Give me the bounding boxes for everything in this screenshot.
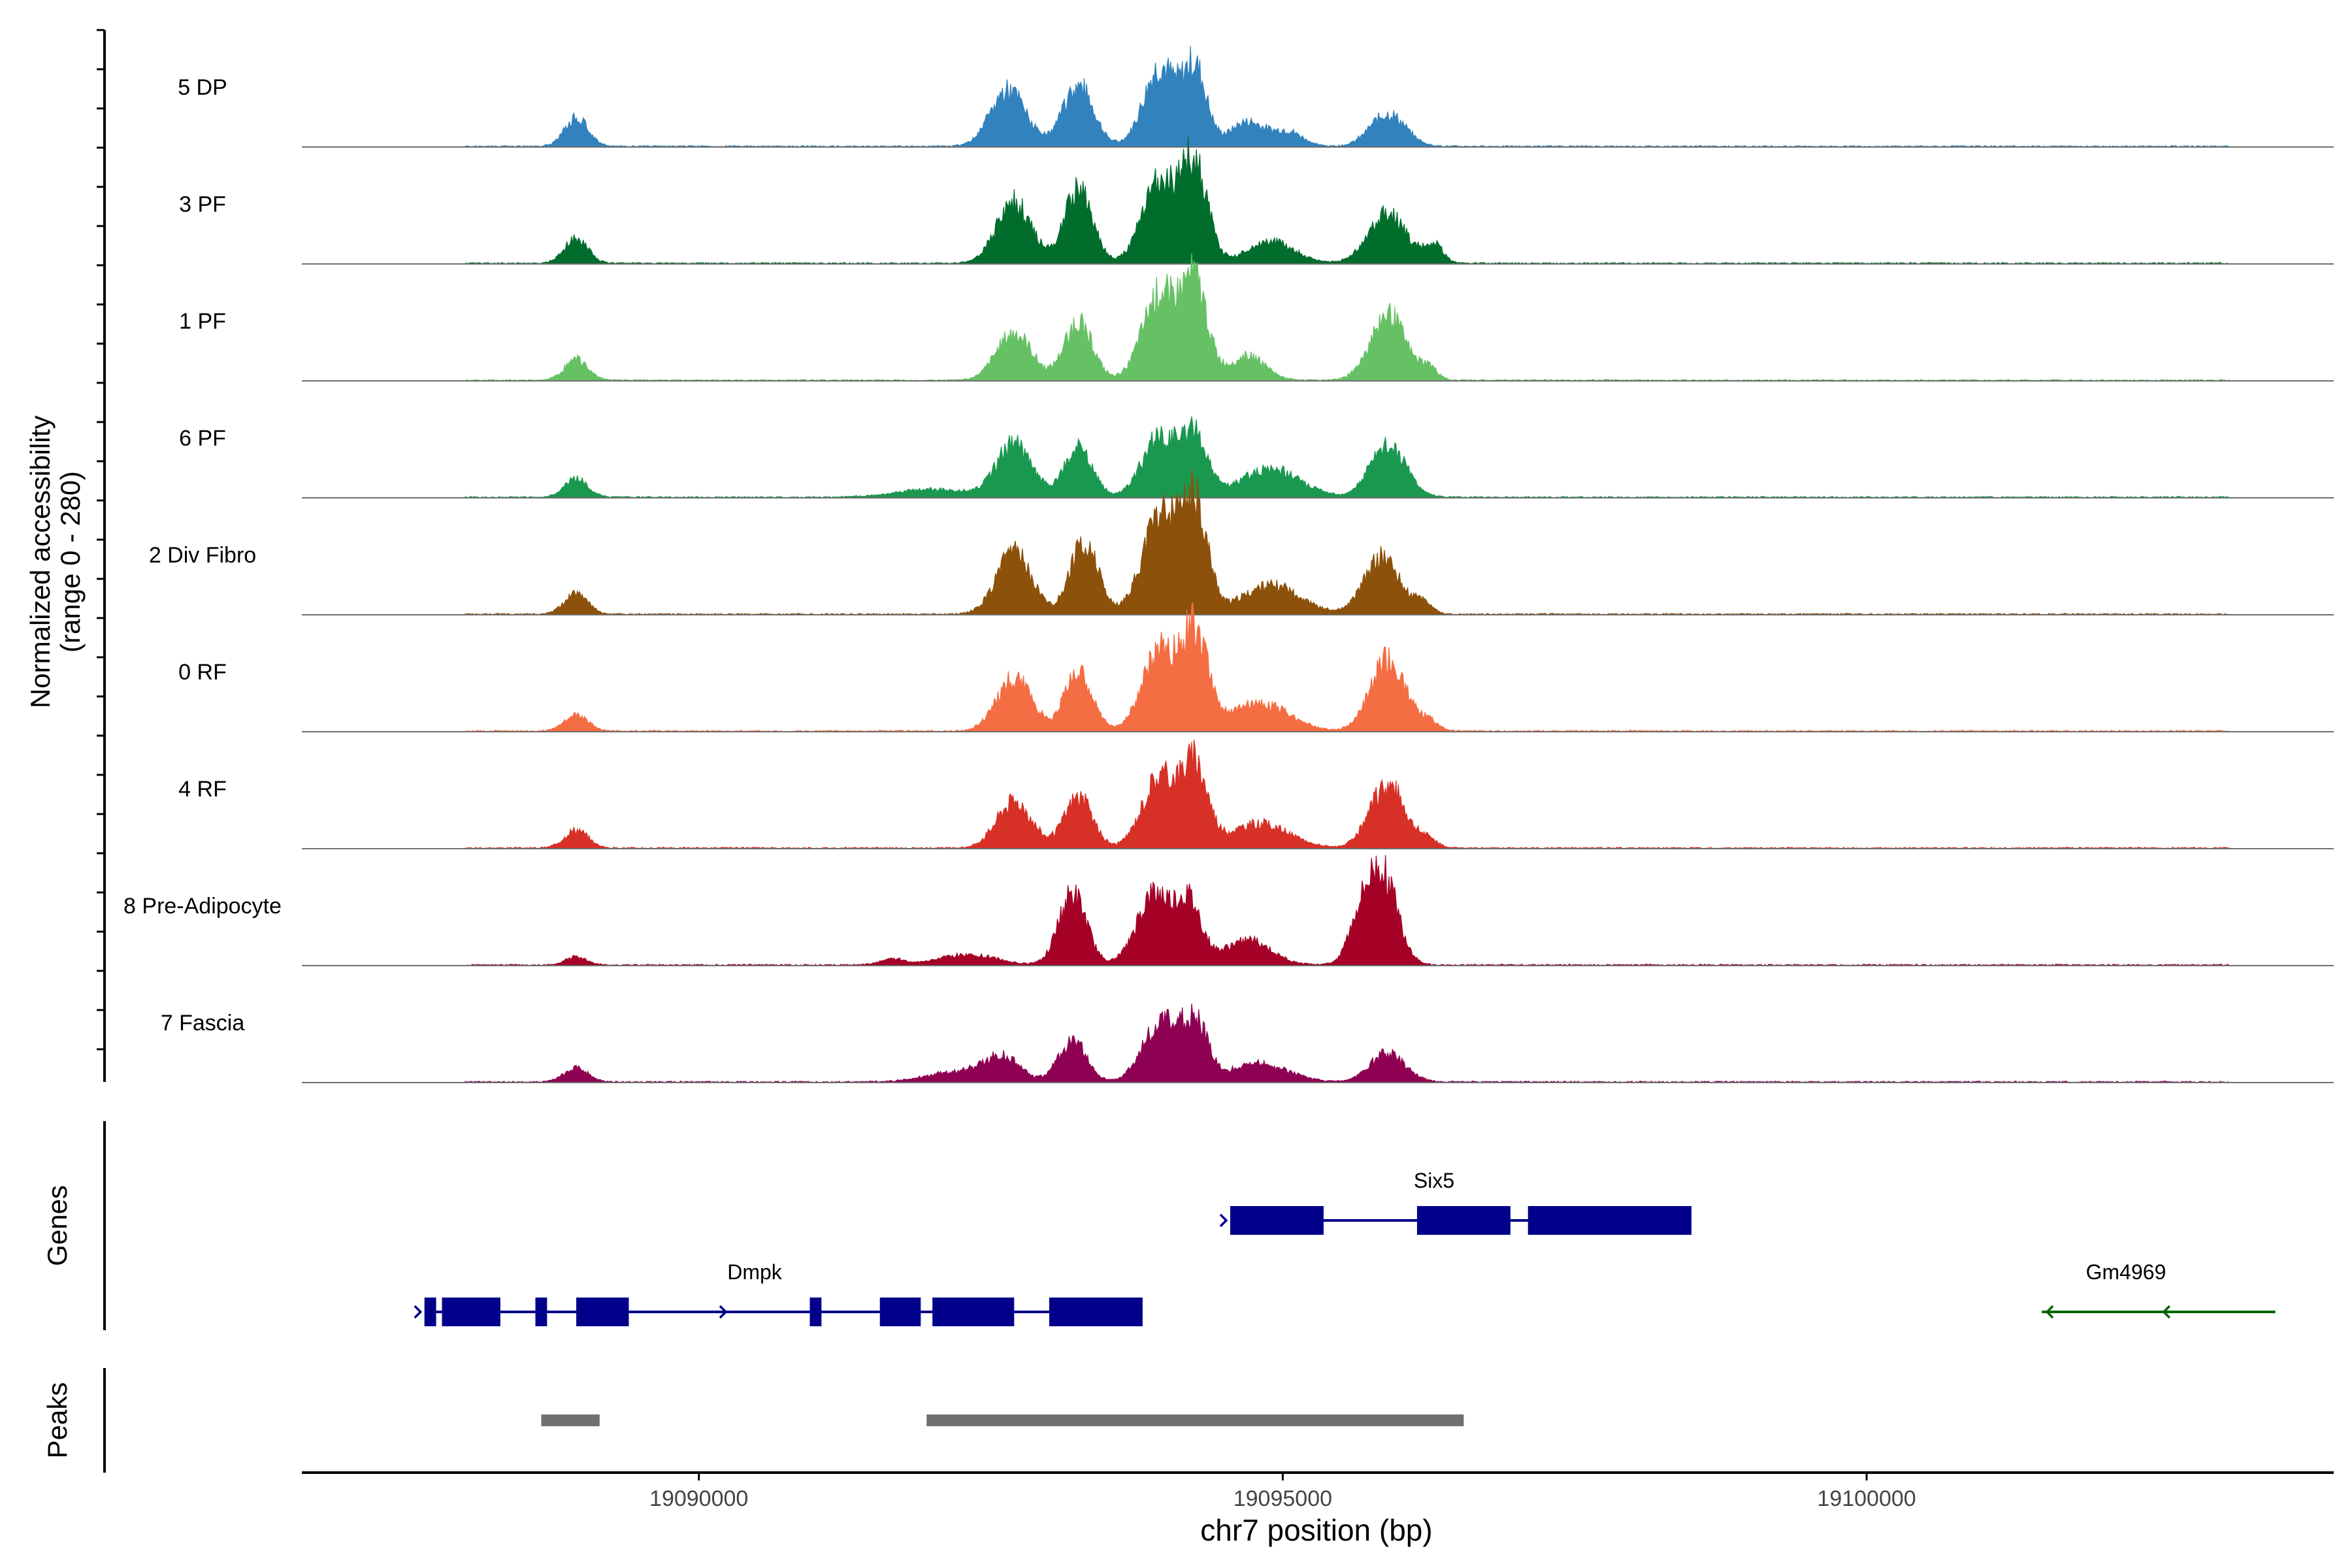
accessibility-tracks: 5 DP 3 PF 1 PF 6 PF 2 Div Fibro 0 RF 4 RF 8 Pre… <box>123 46 2334 1083</box>
coverage-y-ticks <box>97 29 105 1051</box>
strand-arrow-gm4969 <box>2162 1305 2171 1319</box>
strand-arrow-six5 <box>1219 1213 1228 1228</box>
coverage-area-2-div-fibro <box>465 470 2229 615</box>
coverage-area-6-pf <box>465 416 2229 498</box>
exon-six5 <box>1230 1206 1324 1235</box>
exon-dmpk <box>809 1298 822 1326</box>
exon-dmpk <box>424 1298 436 1326</box>
coverage-area-5-dp <box>465 46 2229 148</box>
gene-label-gm4969: Gm4969 <box>2086 1260 2166 1284</box>
track-label-0-rf: 0 RF <box>178 660 227 685</box>
coverage-area-4-rf <box>465 740 2229 849</box>
exon-dmpk <box>535 1298 547 1326</box>
y-axis-label: Normalized accessibility <box>25 416 56 708</box>
exon-dmpk <box>932 1298 1015 1326</box>
exon-six5 <box>1416 1206 1511 1235</box>
coverage-area-0-rf <box>465 602 2229 732</box>
track-label-3-pf: 3 PF <box>179 192 226 217</box>
strand-arrow-gm4969 <box>2045 1305 2054 1319</box>
track-label-6-pf: 6 PF <box>179 426 226 451</box>
gene-label-dmpk: Dmpk <box>727 1260 783 1284</box>
strand-arrow-dmpk <box>414 1305 423 1319</box>
coverage-area-7-fascia <box>465 1004 2229 1083</box>
x-axis-label: chr7 position (bp) <box>1200 1513 1432 1547</box>
peak-region <box>926 1414 1464 1426</box>
genes-track: Six5 Dmpk Gm4969 <box>414 1169 2276 1326</box>
track-label-7-fascia: 7 Fascia <box>161 1011 245 1036</box>
peaks-track <box>541 1414 1464 1426</box>
track-label-8-pre-adipocyte: 8 Pre-Adipocyte <box>123 894 282 919</box>
exon-six5 <box>1527 1206 1691 1235</box>
y-axis-range-label: (range 0 - 280) <box>55 471 86 653</box>
track-label-1-pf: 1 PF <box>179 309 226 334</box>
track-label-2-div-fibro: 2 Div Fibro <box>149 543 256 568</box>
coverage-area-3-pf <box>465 136 2229 265</box>
x-tick-label: 19090000 <box>649 1486 748 1511</box>
strand-arrow-dmpk <box>719 1305 728 1319</box>
x-axis-ticks: 19090000 19095000 19100000 <box>649 1473 1916 1511</box>
peak-region <box>541 1414 600 1426</box>
coverage-area-8-pre-adipocyte <box>465 855 2229 966</box>
x-tick-label: 19100000 <box>1817 1486 1916 1511</box>
genes-track-label: Genes <box>42 1185 73 1266</box>
exon-dmpk <box>576 1298 629 1326</box>
coverage-area-1-pf <box>465 253 2229 382</box>
track-label-5-dp: 5 DP <box>178 75 227 100</box>
exon-dmpk <box>442 1298 500 1326</box>
track-label-4-rf: 4 RF <box>178 777 227 802</box>
peaks-track-label: Peaks <box>42 1382 73 1459</box>
gene-label-six5: Six5 <box>1414 1169 1454 1192</box>
exon-dmpk <box>1049 1298 1143 1326</box>
x-tick-label: 19095000 <box>1233 1486 1332 1511</box>
exon-dmpk <box>879 1298 921 1326</box>
